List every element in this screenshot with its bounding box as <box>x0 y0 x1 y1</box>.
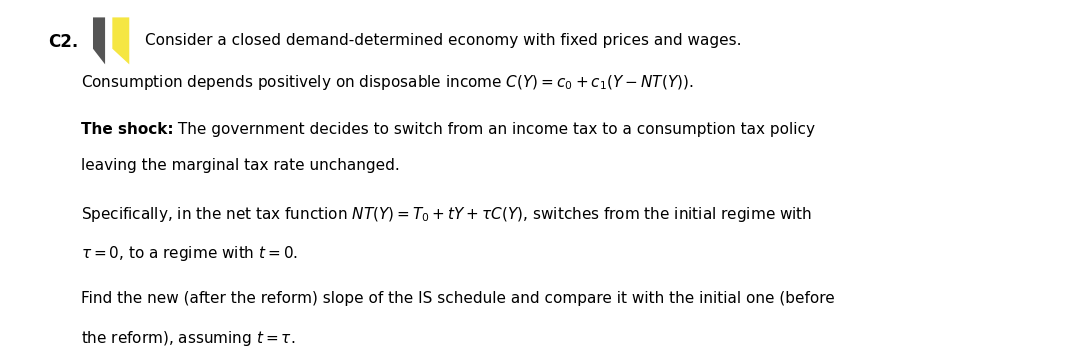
Text: the reform), assuming $t = \tau$.: the reform), assuming $t = \tau$. <box>81 329 295 348</box>
Polygon shape <box>94 17 105 64</box>
Text: Consumption depends positively on disposable income $C(Y) = c_0 + c_1(Y - NT(Y)): Consumption depends positively on dispos… <box>81 73 693 92</box>
Text: The government decides to switch from an income tax to a consumption tax policy: The government decides to switch from an… <box>173 122 815 137</box>
Text: Consider a closed demand-determined economy with fixed prices and wages.: Consider a closed demand-determined econ… <box>145 33 742 48</box>
Text: Specifically, in the net tax function $NT(Y) = T_0 + tY + \tau C(Y)$, switches f: Specifically, in the net tax function $N… <box>81 205 812 224</box>
Text: Find the new (after the reform) slope of the IS schedule and compare it with the: Find the new (after the reform) slope of… <box>81 291 834 306</box>
Polygon shape <box>113 17 129 64</box>
Text: The shock:: The shock: <box>81 122 173 137</box>
Text: C2.: C2. <box>48 33 78 51</box>
Text: $\tau = 0$, to a regime with $t = 0$.: $\tau = 0$, to a regime with $t = 0$. <box>81 244 298 263</box>
Text: leaving the marginal tax rate unchanged.: leaving the marginal tax rate unchanged. <box>81 158 400 173</box>
